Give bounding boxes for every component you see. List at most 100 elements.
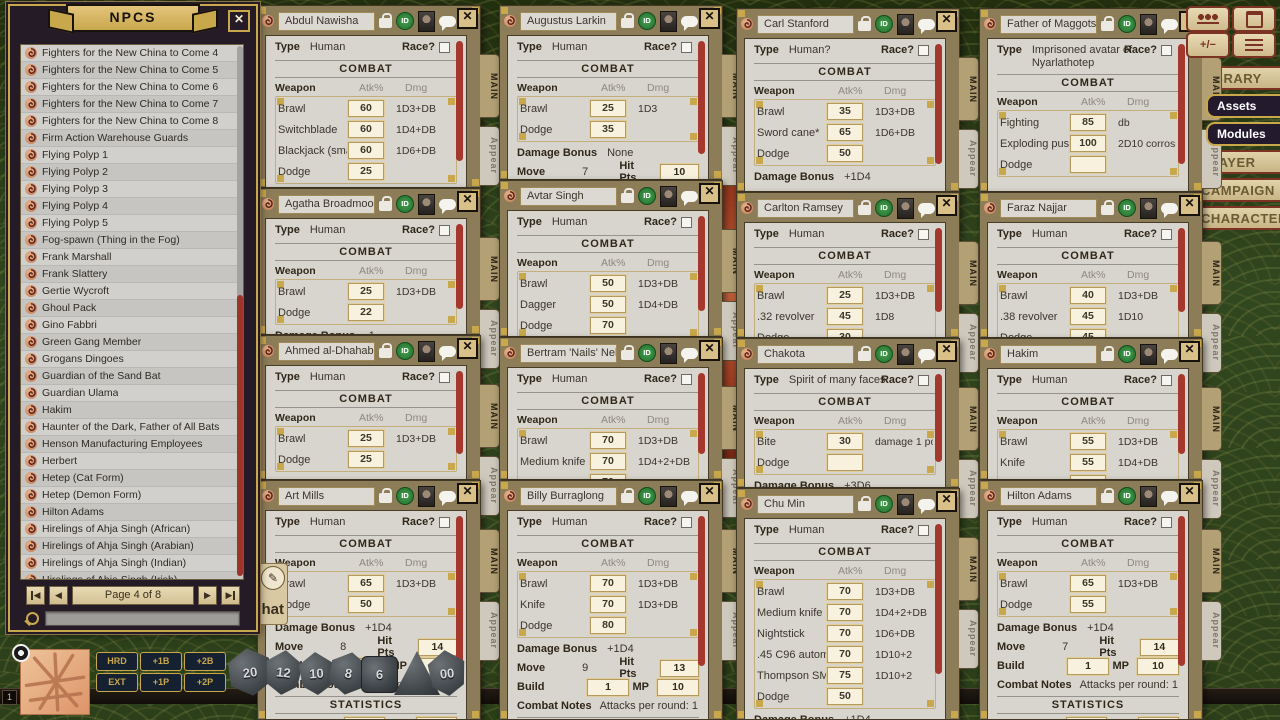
speech-bubble-icon[interactable] <box>681 15 698 31</box>
hit-points-box[interactable]: 14 <box>1139 638 1179 656</box>
speech-bubble-icon[interactable] <box>439 490 456 506</box>
weapon-row[interactable]: Brawl 25 1D3+DB <box>278 281 454 302</box>
list-item-npc[interactable]: Hirelings of Ahja Singh (Irish) <box>21 572 243 579</box>
scrollbar-thumb[interactable] <box>935 44 942 164</box>
id-badge[interactable]: ID <box>1118 199 1136 217</box>
npc-sheet-window[interactable]: MAIN Appear ✕ Billy Burraglong ID Type H… <box>499 480 742 720</box>
id-badge[interactable]: ID <box>875 495 893 513</box>
lock-icon[interactable] <box>1101 200 1114 215</box>
weapon-row[interactable]: Brawl 25 1D3 <box>520 98 696 119</box>
close-icon[interactable]: ✕ <box>457 8 478 29</box>
id-badge[interactable]: ID <box>396 12 414 30</box>
attack-value-box[interactable]: 55 <box>1070 596 1106 613</box>
tab-appear[interactable]: Appear <box>480 601 500 661</box>
attack-value-box[interactable]: 35 <box>827 103 863 120</box>
npc-name-field[interactable]: Chakota <box>757 344 854 364</box>
lock-icon[interactable] <box>621 188 634 203</box>
scrollbar-thumb[interactable] <box>1178 374 1185 454</box>
weapon-row[interactable]: Fighting 85 db <box>1000 112 1176 133</box>
npc-sheet-window[interactable]: MAIN Appear ✕ Father of Maggots ID Type … <box>979 8 1222 192</box>
modifier-button-plus1P[interactable]: +1P <box>140 673 182 692</box>
close-icon[interactable]: ✕ <box>699 483 720 504</box>
list-item-npc[interactable]: Fog-spawn (Thing in the Fog) <box>21 232 243 249</box>
list-item-npc[interactable]: Flying Polyp 2 <box>21 164 243 181</box>
npc-name-field[interactable]: Chu Min <box>757 494 854 514</box>
attack-value-box[interactable]: 60 <box>348 121 384 138</box>
close-icon[interactable]: ✕ <box>1179 483 1200 504</box>
scrollbar-thumb[interactable] <box>1178 228 1185 312</box>
npc-name-field[interactable]: Agatha Broadmoor <box>278 194 375 214</box>
weapon-row[interactable]: Bite 30 damage 1 po <box>757 431 933 452</box>
elder-sign-decal[interactable] <box>20 649 90 715</box>
attack-value-box[interactable]: 100 <box>1070 135 1106 152</box>
close-icon[interactable]: ✕ <box>936 341 957 362</box>
lock-icon[interactable] <box>379 196 392 211</box>
list-item-npc[interactable]: Frank Marshall <box>21 249 243 266</box>
race-checkbox[interactable] <box>918 524 929 536</box>
speech-bubble-icon[interactable] <box>1161 202 1178 218</box>
weapon-row[interactable]: Dodge 25 <box>278 161 454 182</box>
id-badge[interactable]: ID <box>638 344 656 362</box>
attack-value-box[interactable]: 45 <box>1070 308 1106 325</box>
npc-name-field[interactable]: Augustus Larkin <box>520 11 617 31</box>
weapon-row[interactable]: Brawl 55 1D3+DB <box>1000 431 1176 452</box>
weapon-row[interactable]: Switchblade 60 1D4+DB <box>278 119 454 140</box>
first-page-button[interactable]: ◀ <box>26 586 45 605</box>
npc-sheet-window[interactable]: MAIN Appear ✕ Carlton Ramsey ID Type Hum… <box>736 192 979 373</box>
attack-value-box[interactable]: 25 <box>348 430 384 447</box>
list-item-npc[interactable]: Grogans Dingoes <box>21 351 243 368</box>
speech-bubble-icon[interactable] <box>681 190 698 206</box>
portrait[interactable] <box>660 10 677 32</box>
npc-sheet-window[interactable]: MAIN Appear ✕ Hilton Adams ID Type Human <box>979 480 1222 720</box>
tab-appear[interactable]: Appear <box>480 309 500 369</box>
scrollbar-thumb[interactable] <box>456 41 463 161</box>
party-sheet-button[interactable] <box>1186 6 1230 32</box>
close-icon[interactable]: ✕ <box>936 195 957 216</box>
lock-icon[interactable] <box>858 16 871 31</box>
weapon-row[interactable]: Knife 55 1D4+DB <box>1000 452 1176 473</box>
weapon-row[interactable]: Medium knife 70 1D4+2+DB <box>757 602 933 623</box>
npc-name-field[interactable]: Avtar Singh <box>520 186 617 206</box>
id-badge[interactable]: ID <box>638 12 656 30</box>
close-icon[interactable]: ✕ <box>699 183 720 204</box>
race-checkbox[interactable] <box>439 224 450 236</box>
weapon-row[interactable]: Knife 70 1D3+DB <box>520 594 696 615</box>
tab-appear[interactable]: Appear <box>480 126 500 186</box>
npc-name-field[interactable]: Carl Stanford <box>757 14 854 34</box>
hit-points-box[interactable]: 14 <box>417 638 457 656</box>
close-icon[interactable]: ✕ <box>457 338 478 359</box>
list-item-npc[interactable]: Hilton Adams <box>21 504 243 521</box>
portrait[interactable] <box>418 340 435 362</box>
attack-value-box[interactable] <box>827 454 863 471</box>
weapon-row[interactable]: Blackjack (small) 60 1D6+DB <box>278 140 454 161</box>
close-icon[interactable]: ✕ <box>1179 195 1200 216</box>
mp-box[interactable]: 10 <box>657 678 699 696</box>
lock-icon[interactable] <box>379 343 392 358</box>
modifier-button-EXT[interactable]: EXT <box>96 673 138 692</box>
speech-bubble-icon[interactable] <box>918 498 935 514</box>
attack-value-box[interactable]: 65 <box>827 124 863 141</box>
attack-value-box[interactable]: 70 <box>827 583 863 600</box>
attack-value-box[interactable]: 55 <box>1070 454 1106 471</box>
attack-value-box[interactable]: 80 <box>590 617 626 634</box>
npc-sheet-window[interactable]: MAIN Appear ✕ Avtar Singh ID Type Human <box>499 180 742 361</box>
lock-icon[interactable] <box>858 200 871 215</box>
id-badge[interactable]: ID <box>638 487 656 505</box>
mp-box[interactable]: 10 <box>1137 657 1179 675</box>
list-item-npc[interactable]: Green Gang Member <box>21 334 243 351</box>
prev-page-button[interactable]: ◀ <box>49 586 68 605</box>
close-icon[interactable]: ✕ <box>228 10 250 32</box>
scrollbar[interactable] <box>237 46 243 576</box>
tab-main[interactable]: MAIN <box>480 237 500 301</box>
id-badge[interactable]: ID <box>396 487 414 505</box>
race-checkbox[interactable] <box>1161 516 1172 528</box>
tab-appear[interactable]: Appear <box>959 459 979 519</box>
race-checkbox[interactable] <box>681 516 692 528</box>
list-item-npc[interactable]: Henson Manufacturing Employees <box>21 436 243 453</box>
speech-bubble-icon[interactable] <box>439 345 456 361</box>
scrollbar-thumb[interactable] <box>1178 516 1185 666</box>
attack-value-box[interactable]: 25 <box>827 287 863 304</box>
id-badge[interactable]: ID <box>1118 487 1136 505</box>
list-item-npc[interactable]: Guardian Ulama <box>21 385 243 402</box>
npc-name-field[interactable]: Bertram 'Nails' Nelson <box>520 343 617 363</box>
